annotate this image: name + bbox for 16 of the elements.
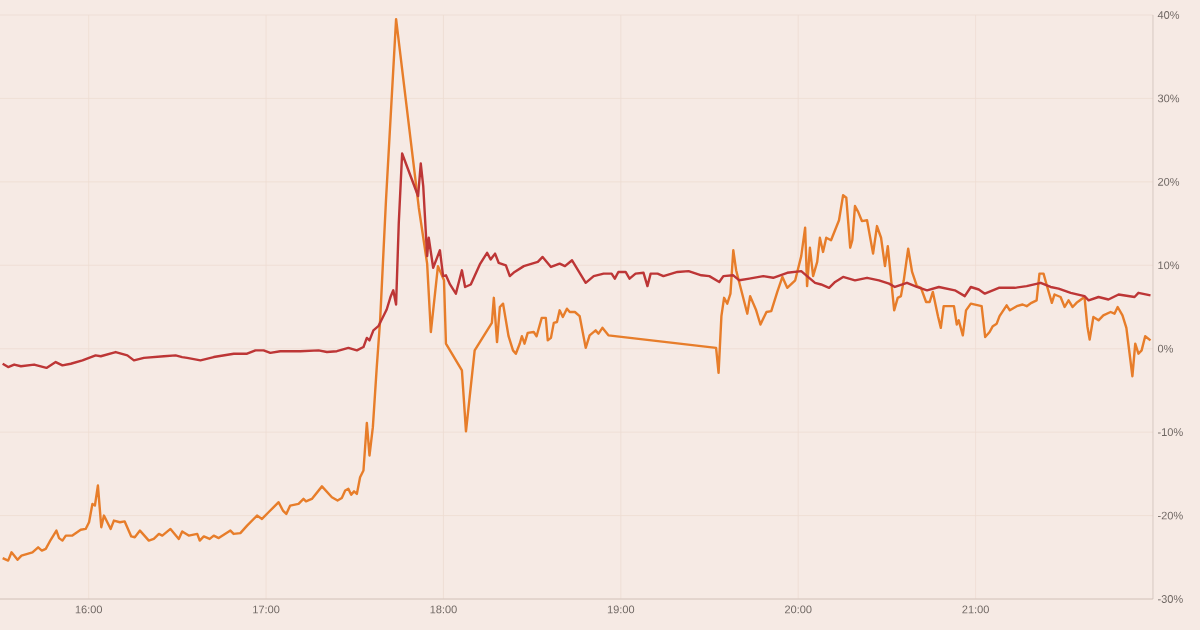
y-tick-label: 20% xyxy=(1158,177,1180,186)
y-tick-label: 40% xyxy=(1157,11,1180,19)
y-tick-label: 30% xyxy=(1157,94,1180,103)
line-series xyxy=(1,152,1152,370)
x-tick-label: 20:00 xyxy=(785,605,812,614)
x-tick-label: 16:00 xyxy=(75,605,103,614)
line-series xyxy=(1,17,1152,562)
y-tick-label: -20% xyxy=(1158,511,1183,520)
x-tick-label: 21:00 xyxy=(962,605,989,614)
y-tick-label: 10% xyxy=(1158,261,1180,270)
y-tick-label: 0% xyxy=(1157,344,1174,353)
x-tick-label: 17:00 xyxy=(253,605,280,614)
y-tick-label: -30% xyxy=(1158,595,1183,603)
x-tick-label: 19:00 xyxy=(607,605,635,614)
y-tick-label: -10% xyxy=(1158,428,1183,437)
x-tick-label: 18:00 xyxy=(430,605,457,614)
